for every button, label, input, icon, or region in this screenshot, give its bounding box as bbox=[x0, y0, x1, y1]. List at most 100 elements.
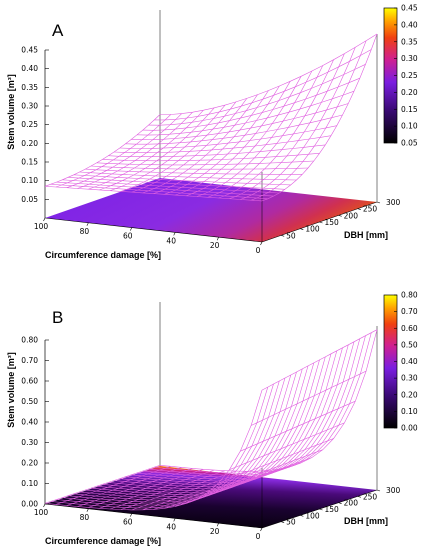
x-tick-mark bbox=[260, 527, 263, 532]
surface-wire bbox=[207, 65, 324, 198]
surface-wire bbox=[229, 53, 345, 199]
surface-wire bbox=[131, 103, 349, 141]
panel-label: B bbox=[52, 308, 63, 327]
z-tick-label: 0.00 bbox=[21, 500, 38, 509]
surface-wire bbox=[113, 353, 332, 488]
surface-wire bbox=[113, 135, 332, 154]
colorbar-tick-label: 0.35 bbox=[401, 37, 418, 46]
panel-label: A bbox=[52, 21, 64, 40]
colorbar-tick-label: 0.10 bbox=[401, 407, 418, 416]
y-tick-label: 150 bbox=[325, 505, 340, 514]
z-tick-label: 0.35 bbox=[21, 83, 38, 92]
x-tick-mark bbox=[86, 508, 89, 512]
z-tick-label: 0.70 bbox=[21, 356, 38, 365]
surface-wire bbox=[119, 125, 337, 149]
surface-wire bbox=[164, 468, 280, 509]
surface-wire bbox=[125, 114, 343, 145]
colorbar-tick-label: 0.50 bbox=[401, 340, 418, 349]
z-tick-label: 0.30 bbox=[21, 102, 38, 111]
colorbar-tick-label: 0.10 bbox=[401, 122, 418, 131]
surface-wire bbox=[250, 40, 367, 201]
y-tick-mark bbox=[319, 508, 323, 511]
x-axis-title: Circumference damage [%] bbox=[45, 250, 161, 260]
x-tick-label: 40 bbox=[166, 522, 176, 531]
y-tick-label: 300 bbox=[386, 486, 401, 495]
surface-wire bbox=[240, 47, 356, 200]
colorbar-tick-label: 0.70 bbox=[401, 307, 418, 316]
z-tick-label: 0.05 bbox=[21, 195, 38, 204]
x-tick-label: 60 bbox=[123, 232, 133, 241]
chart-panel-a: 0.05 0.10 0.15 0.20 0.25 0.30 0.35 0.40 0.45 100 8… bbox=[6, 4, 418, 261]
x-tick-label: 20 bbox=[210, 241, 220, 250]
x-tick-label: 100 bbox=[34, 508, 49, 517]
colorbar-tick-label: 0.20 bbox=[401, 88, 418, 97]
surface-wire bbox=[102, 359, 320, 491]
surface-wire bbox=[261, 329, 378, 391]
y-tick-mark bbox=[338, 215, 342, 217]
surface-wire bbox=[102, 153, 320, 162]
colorbar-tick-label: 0.80 bbox=[401, 291, 418, 300]
colorbar-tick-label: 0.30 bbox=[401, 54, 418, 63]
y-tick-label: 150 bbox=[325, 218, 340, 227]
z-axis-title: Stem volume [m³] bbox=[6, 74, 16, 150]
surface-wire bbox=[175, 81, 291, 196]
y-tick-label: 300 bbox=[386, 198, 401, 207]
y-tick-label: 50 bbox=[286, 518, 296, 527]
x-tick-label: 0 bbox=[256, 246, 261, 255]
z-tick-label: 0.15 bbox=[21, 158, 38, 167]
x-tick-mark bbox=[173, 232, 176, 236]
surface-wire bbox=[160, 33, 378, 115]
x-tick-mark bbox=[130, 227, 133, 231]
z-tick-label: 0.80 bbox=[21, 336, 38, 345]
surface-wire bbox=[154, 332, 372, 474]
x-tick-label: 80 bbox=[80, 227, 90, 236]
surface-wire bbox=[142, 77, 360, 131]
surface-wire bbox=[154, 49, 372, 121]
x-tick-label: 0 bbox=[256, 532, 261, 541]
y-tick-mark bbox=[319, 221, 323, 224]
x-axis-line bbox=[44, 503, 263, 529]
x-tick-label: 40 bbox=[166, 236, 176, 245]
z-tick-label: 0.40 bbox=[21, 64, 38, 73]
y-tick-label: 200 bbox=[344, 499, 359, 508]
colorbar-tick-label: 0.25 bbox=[401, 71, 418, 80]
y-tick-mark bbox=[376, 201, 381, 204]
y-tick-mark bbox=[338, 502, 342, 504]
surface-wire bbox=[77, 111, 193, 189]
surface-wire bbox=[185, 76, 302, 197]
colorbar-tick-label: 0.45 bbox=[401, 4, 418, 13]
y-tick-label: 50 bbox=[286, 231, 296, 240]
surface-wire bbox=[142, 338, 361, 478]
y-tick-mark bbox=[376, 489, 381, 492]
y-tick-mark bbox=[281, 521, 285, 523]
z-tick-label: 0.10 bbox=[21, 479, 38, 488]
x-axis-line bbox=[44, 217, 263, 243]
x-tick-label: 100 bbox=[34, 222, 49, 231]
surface-wire bbox=[261, 33, 378, 202]
surface-wire bbox=[240, 400, 356, 452]
surface-wire bbox=[207, 449, 323, 493]
colorbar-tick-label: 0.20 bbox=[401, 390, 418, 399]
colorbar-tick-label: 0.40 bbox=[401, 357, 418, 366]
floor-heatmap bbox=[45, 178, 377, 242]
x-tick-mark bbox=[173, 518, 176, 522]
z-tick-label: 0.30 bbox=[21, 438, 38, 447]
y-tick-mark bbox=[357, 496, 361, 498]
surface-wire bbox=[125, 347, 343, 484]
surface-wire bbox=[229, 422, 345, 470]
y-tick-label: 100 bbox=[305, 511, 320, 520]
surface-wire bbox=[88, 109, 204, 190]
y-tick-label: 250 bbox=[363, 492, 378, 501]
x-tick-mark bbox=[43, 503, 46, 508]
x-tick-label: 60 bbox=[123, 518, 133, 527]
x-tick-mark bbox=[260, 241, 263, 246]
y-tick-mark bbox=[300, 515, 304, 517]
y-tick-mark bbox=[300, 228, 304, 230]
surface-wire bbox=[108, 144, 326, 157]
colorbar-tick-label: 0.60 bbox=[401, 324, 418, 333]
y-axis-title: DBH [mm] bbox=[344, 516, 388, 526]
x-tick-label: 80 bbox=[80, 513, 90, 522]
z-tick-label: 0.25 bbox=[21, 120, 38, 129]
z-tick-label: 0.40 bbox=[21, 418, 38, 427]
